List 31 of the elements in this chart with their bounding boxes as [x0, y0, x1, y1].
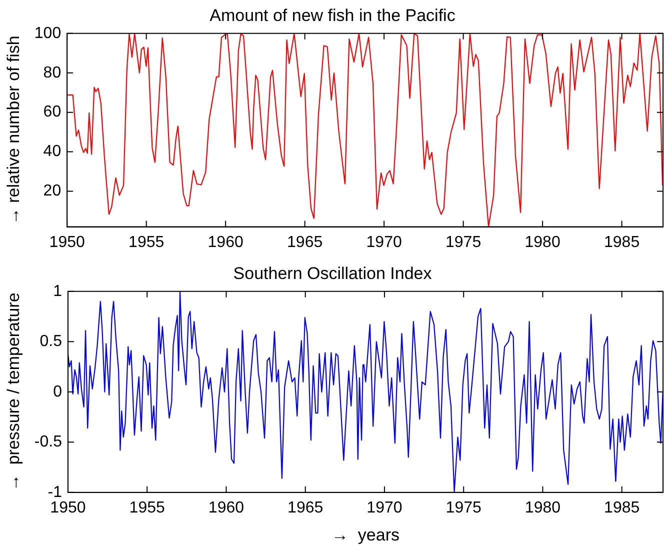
x-tick-label: 1980 [524, 234, 560, 251]
x-tick-label: 1975 [446, 499, 482, 516]
x-tick-label: 1985 [604, 234, 640, 251]
x-tick-label: 1955 [128, 234, 164, 251]
y-tick-label: 60 [43, 104, 62, 121]
x-tick-label: 1985 [604, 499, 640, 516]
x-tick-label: 1970 [366, 234, 402, 251]
y-axis-title: → pressure / temperature [4, 292, 23, 492]
x-axis-title: → years [331, 525, 400, 544]
y-tick-label: -1 [48, 484, 62, 501]
x-tick-label: 1955 [129, 499, 165, 516]
x-tick-label: 1980 [524, 499, 561, 516]
y-tick-label: 0.5 [40, 333, 62, 350]
y-tick-label: 0 [53, 383, 62, 400]
y-tick-label: 80 [43, 64, 62, 82]
x-tick-label: 1965 [288, 499, 324, 516]
y-tick-label: -0.5 [34, 434, 62, 451]
chart-title: Southern Oscillation Index [233, 264, 432, 283]
x-tick-label: 1970 [366, 499, 402, 516]
y-axis-title: → relative number of fish [4, 36, 23, 225]
y-tick-label: 1 [53, 282, 62, 300]
x-tick-label: 1950 [49, 234, 85, 251]
chart-title: Amount of new fish in the Pacific [210, 6, 456, 25]
x-tick-label: 1960 [208, 234, 244, 251]
x-tick-label: 1960 [208, 499, 244, 516]
x-tick-label: 1975 [446, 234, 482, 251]
x-tick-label: 1950 [50, 499, 86, 516]
y-tick-label: 100 [34, 24, 62, 42]
x-tick-label: 1965 [287, 234, 323, 251]
y-tick-label: 20 [43, 182, 62, 200]
y-tick-label: 40 [43, 143, 62, 160]
